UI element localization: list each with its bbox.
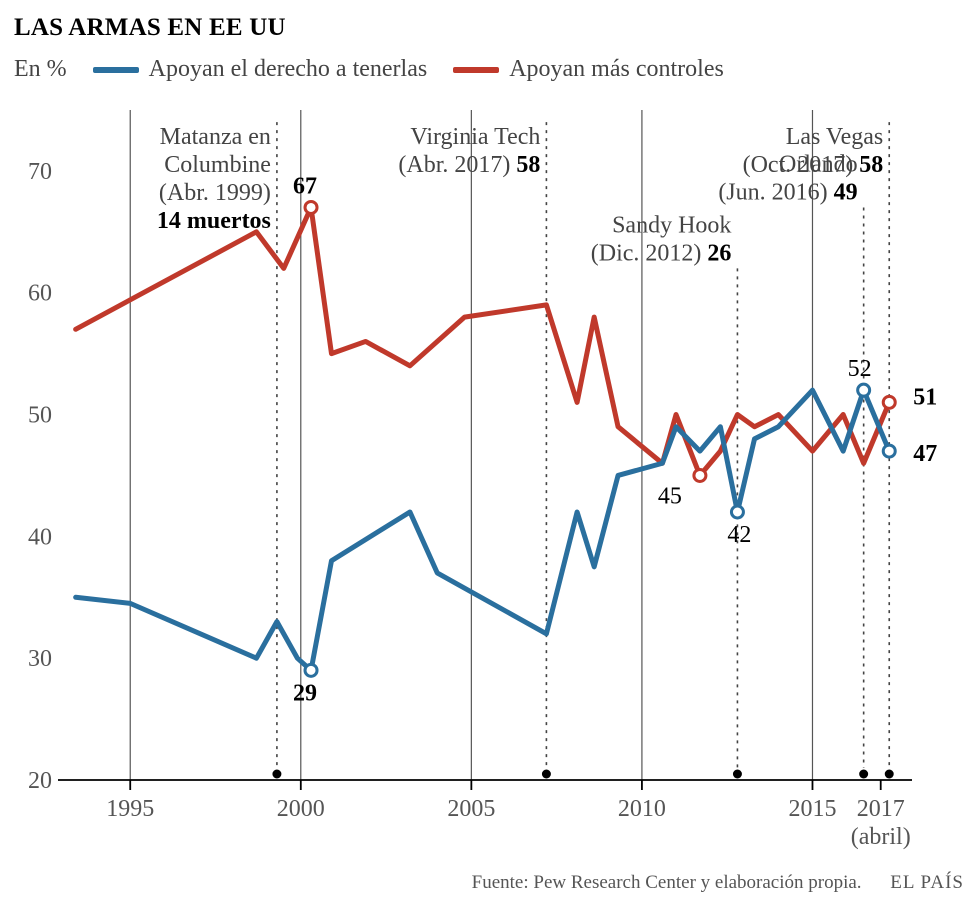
svg-text:Sandy Hook: Sandy Hook — [612, 212, 731, 238]
credit-line: Fuente: Pew Research Center y elaboració… — [472, 872, 964, 894]
legend: En % Apoyan el derecho a tenerlas Apoyan… — [14, 56, 724, 83]
svg-text:60: 60 — [28, 281, 52, 307]
source-text: Fuente: Pew Research Center y elaboració… — [472, 872, 862, 893]
svg-text:2015: 2015 — [788, 796, 836, 822]
svg-text:70: 70 — [28, 159, 52, 185]
chart-title: LAS ARMAS EN EE UU — [14, 14, 286, 42]
svg-text:52: 52 — [848, 356, 872, 382]
legend-label-b: Apoyan más controles — [509, 56, 724, 83]
svg-text:29: 29 — [293, 680, 317, 706]
svg-text:Columbine: Columbine — [164, 152, 271, 178]
svg-text:2017: 2017 — [857, 796, 905, 822]
svg-text:67: 67 — [293, 173, 317, 199]
svg-text:2005: 2005 — [447, 796, 495, 822]
legend-item-b: Apoyan más controles — [453, 56, 724, 83]
svg-text:(Abr. 1999): (Abr. 1999) — [159, 180, 271, 206]
svg-text:51: 51 — [913, 384, 937, 410]
chart-area: 20 30 40 50 60 70 1995 2000 2005 2010 2015 2017(abr… — [14, 100, 966, 860]
legend-swatch-b — [453, 67, 499, 73]
svg-text:14 muertos: 14 muertos — [157, 208, 271, 234]
svg-text:Las Vegas: Las Vegas — [786, 124, 884, 150]
legend-unit: En % — [14, 56, 67, 83]
svg-text:50: 50 — [28, 403, 52, 429]
svg-text:(Jun. 2016) 49: (Jun. 2016) 49 — [718, 179, 857, 205]
brand-text: EL PAÍS — [890, 872, 964, 893]
svg-text:(Dic. 2012) 26: (Dic. 2012) 26 — [591, 240, 732, 266]
legend-swatch-a — [93, 67, 139, 73]
svg-text:40: 40 — [28, 524, 52, 550]
svg-text:(Oct. 2017) 58: (Oct. 2017) 58 — [743, 152, 884, 178]
svg-text:Virginia Tech: Virginia Tech — [410, 124, 540, 150]
svg-text:Matanza en: Matanza en — [160, 124, 271, 150]
svg-text:20: 20 — [28, 768, 52, 794]
svg-text:(abril): (abril) — [851, 824, 911, 850]
svg-text:1995: 1995 — [106, 796, 154, 822]
svg-text:30: 30 — [28, 646, 52, 672]
svg-text:2010: 2010 — [618, 796, 666, 822]
legend-label-a: Apoyan el derecho a tenerlas — [149, 56, 428, 83]
svg-text:2000: 2000 — [277, 796, 325, 822]
legend-item-a: Apoyan el derecho a tenerlas — [93, 56, 428, 83]
svg-text:45: 45 — [658, 483, 682, 509]
svg-text:(Abr. 2017) 58: (Abr. 2017) 58 — [398, 152, 540, 178]
svg-text:42: 42 — [727, 522, 751, 548]
svg-text:47: 47 — [913, 441, 937, 467]
